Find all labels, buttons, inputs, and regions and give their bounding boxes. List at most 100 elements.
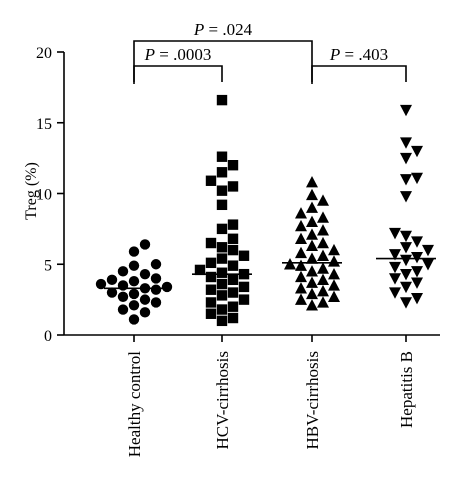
data-point-circle bbox=[161, 281, 173, 293]
data-point-circle bbox=[128, 260, 140, 271]
data-point-square bbox=[216, 151, 228, 162]
significance-brackets: P = .0003 P = .024 P = .403 bbox=[133, 20, 407, 84]
data-point-square bbox=[216, 278, 228, 290]
data-point-square bbox=[227, 219, 239, 230]
data-point-triangle-down bbox=[411, 293, 423, 305]
significance-bracket bbox=[133, 40, 313, 84]
data-point-square bbox=[216, 94, 228, 106]
data-point-circle bbox=[150, 273, 162, 284]
data-point-circle bbox=[128, 246, 140, 257]
data-point-triangle-up bbox=[295, 293, 307, 305]
data-point-triangle-down bbox=[400, 254, 412, 267]
data-point-triangle-up bbox=[284, 258, 296, 270]
x-category-label: HBV-cirrhosis bbox=[303, 351, 322, 450]
data-point-square bbox=[216, 267, 228, 278]
data-point-circle bbox=[139, 307, 151, 318]
data-point-triangle-up bbox=[317, 284, 329, 297]
data-point-square bbox=[216, 304, 228, 315]
x-category-label: Healthy control bbox=[125, 351, 144, 457]
data-point-triangle-down bbox=[400, 137, 412, 149]
y-tick-label: 10 bbox=[36, 187, 52, 204]
data-point-square bbox=[227, 244, 239, 256]
data-point-circle bbox=[128, 314, 140, 325]
data-point-square bbox=[216, 199, 228, 211]
data-point-square bbox=[227, 233, 239, 244]
y-axis-label: Treg (%) bbox=[23, 162, 40, 220]
data-points bbox=[95, 94, 434, 327]
data-point-square bbox=[216, 242, 228, 253]
data-point-triangle-up bbox=[317, 262, 329, 274]
data-point-triangle-down bbox=[400, 281, 412, 294]
data-point-square bbox=[205, 308, 217, 319]
data-point-circle bbox=[95, 278, 107, 290]
data-point-triangle-up bbox=[317, 236, 329, 249]
p-value-label: P = .0003 bbox=[144, 45, 212, 64]
data-point-square bbox=[216, 290, 228, 301]
data-point-square bbox=[238, 281, 250, 293]
data-point-triangle-up bbox=[328, 255, 340, 267]
data-point-square bbox=[227, 274, 239, 286]
data-point-triangle-down bbox=[400, 297, 412, 309]
data-point-square bbox=[238, 294, 250, 305]
data-point-triangle-up bbox=[317, 211, 329, 223]
y-tick-label: 15 bbox=[36, 116, 52, 133]
data-point-circle bbox=[106, 287, 118, 298]
data-point-triangle-up bbox=[317, 273, 329, 286]
data-point-square bbox=[216, 253, 228, 264]
data-point-square bbox=[205, 237, 217, 249]
data-point-triangle-down bbox=[400, 152, 412, 165]
data-point-triangle-up bbox=[328, 290, 340, 302]
data-point-square bbox=[227, 181, 239, 192]
data-point-circle bbox=[128, 288, 140, 300]
data-point-square bbox=[216, 223, 228, 235]
data-point-circle bbox=[139, 294, 151, 305]
data-point-circle bbox=[150, 297, 162, 308]
data-point-square bbox=[227, 287, 239, 298]
data-point-triangle-down bbox=[411, 145, 423, 158]
data-point-square bbox=[216, 315, 228, 327]
data-point-triangle-up bbox=[317, 296, 329, 308]
data-point-circle bbox=[117, 280, 129, 291]
data-point-triangle-down bbox=[400, 268, 412, 281]
data-point-square bbox=[205, 297, 217, 308]
data-point-triangle-up bbox=[317, 194, 329, 206]
data-point-square bbox=[227, 260, 239, 271]
data-point-square bbox=[227, 312, 239, 324]
significance-bracket bbox=[133, 65, 223, 82]
data-point-square bbox=[227, 160, 239, 171]
data-point-square bbox=[216, 185, 228, 196]
data-point-triangle-down bbox=[422, 259, 434, 271]
p-value-label: P = .403 bbox=[329, 45, 388, 64]
data-point-circle bbox=[139, 239, 151, 250]
data-point-triangle-up bbox=[306, 265, 318, 277]
data-point-circle bbox=[128, 276, 140, 287]
data-point-triangle-up bbox=[295, 207, 307, 219]
data-point-triangle-up bbox=[306, 239, 318, 252]
data-point-triangle-up bbox=[306, 252, 318, 264]
data-point-square bbox=[238, 250, 250, 261]
data-point-triangle-down bbox=[400, 191, 412, 203]
x-category-label: Hepatitis B bbox=[397, 351, 416, 428]
data-point-triangle-up bbox=[295, 219, 307, 232]
data-point-triangle-up bbox=[306, 201, 318, 213]
y-tick-label: 0 bbox=[44, 328, 52, 345]
data-point-triangle-down bbox=[400, 230, 412, 243]
p-value-label: P = .024 bbox=[193, 20, 253, 39]
data-point-square bbox=[205, 271, 217, 283]
data-point-triangle-up bbox=[306, 175, 318, 188]
data-point-triangle-up bbox=[306, 299, 318, 311]
data-point-circle bbox=[139, 268, 151, 280]
data-point-triangle-down bbox=[411, 251, 423, 264]
data-point-square bbox=[227, 301, 239, 312]
data-point-triangle-down bbox=[400, 104, 412, 117]
data-point-triangle-down bbox=[389, 273, 401, 285]
axes: 0 5 10 15 20 Healthy control HCV-cirrhosis HBV-… bbox=[36, 45, 440, 457]
data-point-square bbox=[205, 257, 217, 269]
data-point-triangle-up bbox=[295, 246, 307, 259]
data-point-triangle-down bbox=[411, 266, 423, 278]
data-point-square bbox=[205, 284, 217, 295]
data-point-circle bbox=[106, 274, 118, 286]
data-point-triangle-up bbox=[317, 224, 329, 236]
data-point-triangle-up bbox=[295, 282, 307, 294]
